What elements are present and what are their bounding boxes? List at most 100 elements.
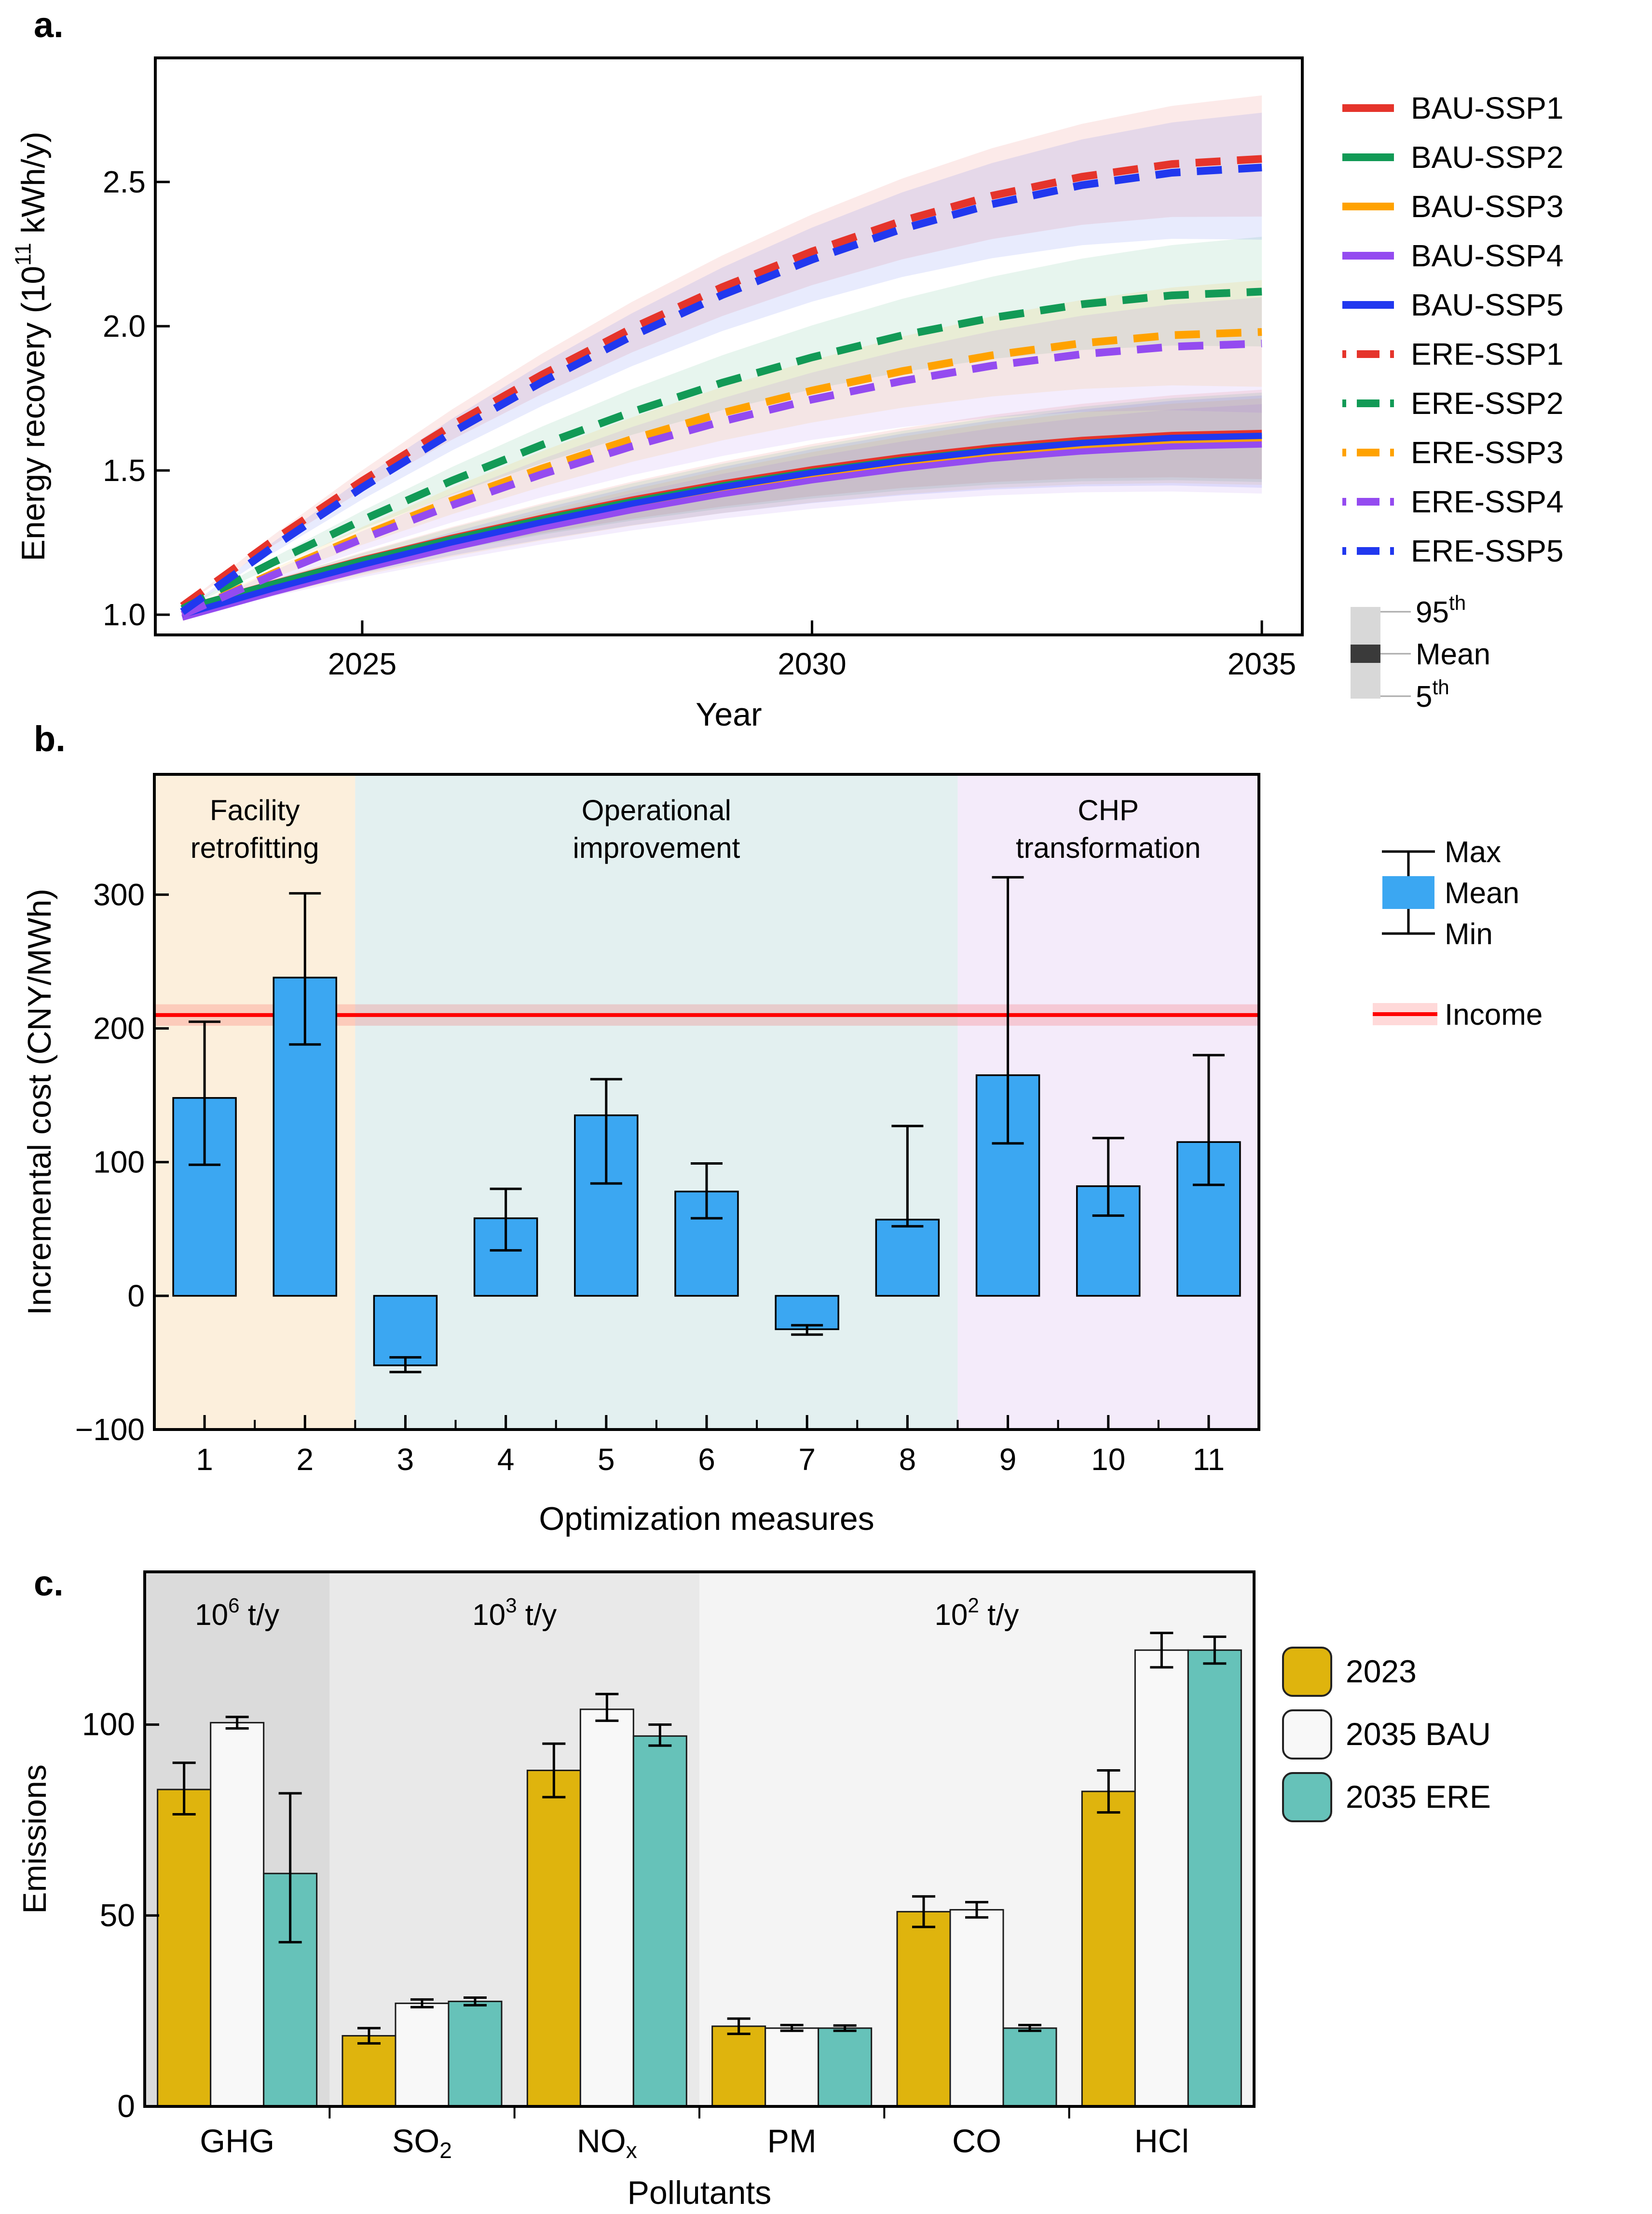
y-tick-label: 100: [82, 1706, 135, 1742]
error-bar: [1097, 1769, 1120, 1814]
bar-2035-ERE: [818, 2027, 873, 2107]
legend-item-BAU-SSP4: BAU-SSP4: [1342, 238, 1564, 273]
y-tick-label: 300: [93, 877, 145, 912]
x-tick-label: 7: [798, 1442, 816, 1477]
bar-2035-ERE: [1002, 2027, 1057, 2107]
legend-item-ERE-SSP3: ERE-SSP3: [1342, 435, 1564, 470]
bar-2023: [1081, 1790, 1136, 2107]
axis-ticks: [155, 180, 1263, 635]
bar-2023: [157, 1788, 212, 2107]
region-bg-1: [355, 774, 958, 1430]
legend-item-BAU-SSP3: BAU-SSP3: [1342, 189, 1564, 224]
legend-item-BAU-SSP5: BAU-SSP5: [1342, 288, 1564, 322]
bar-2035-BAU: [765, 2027, 819, 2107]
legend-label: ERE-SSP4: [1411, 484, 1564, 519]
gauge-mean-box: [1351, 645, 1380, 663]
unit-region-label: 106 t/y: [195, 1594, 279, 1632]
bar-2035-BAU: [579, 1708, 634, 2107]
error-bar-measure-1: [189, 1020, 221, 1166]
gauge-label-95th: 95th: [1416, 591, 1466, 629]
legend-label: BAU-SSP3: [1411, 189, 1564, 224]
gauge-label-mean: Mean: [1416, 638, 1490, 671]
legend-item-ERE-SSP2: ERE-SSP2: [1342, 386, 1564, 421]
y-tick-label: 2.0: [103, 309, 146, 344]
x-tick-label: 2035: [1228, 646, 1296, 681]
region-label: improvement: [573, 832, 740, 864]
panel-c: 106 t/y 103 t/y 102 t/y 0 50 100 GHG SO2 NOx PM CO…: [16, 1570, 1491, 2211]
legend-item-2035-BAU: 2035 BAU: [1282, 1709, 1491, 1760]
x-tick-label: GHG: [200, 2123, 274, 2159]
legend-label: ERE-SSP5: [1411, 534, 1564, 568]
x-tick-label: 11: [1193, 1442, 1225, 1477]
y-axis-label: Energy recovery (1011 kWh/y): [10, 132, 52, 562]
error-bar-measure-4: [490, 1187, 522, 1252]
error-bar-measure-5: [590, 1078, 622, 1185]
y-tick-label: 50: [100, 1897, 135, 1933]
series-line-ERE-SSP5: [180, 164, 1262, 615]
legend-label: BAU-SSP2: [1411, 140, 1564, 175]
error-bar: [1150, 1632, 1174, 1669]
y-tick-label: 1.0: [103, 597, 146, 632]
legend-label: BAU-SSP4: [1411, 238, 1564, 273]
region-label: Facility: [210, 794, 300, 826]
x-axis-label: Optimization measures: [539, 1500, 874, 1537]
legend-item-BAU-SSP2: BAU-SSP2: [1342, 140, 1564, 175]
x-tick-label: 3: [397, 1442, 414, 1477]
x-tick-label: 8: [899, 1442, 916, 1477]
series-band-ERE-SSP1: [182, 95, 1262, 606]
error-bar: [357, 2027, 381, 2045]
bar-2023: [896, 1911, 951, 2107]
axis-ticks: [145, 1723, 1070, 2118]
x-tick-label: NOx: [577, 2123, 637, 2163]
legend-mean-box: [1382, 876, 1434, 909]
legend-label: ERE-SSP2: [1411, 386, 1564, 421]
error-bar: [1203, 1636, 1227, 1665]
error-bar: [912, 1895, 935, 1928]
bar-measure-7: [775, 1295, 839, 1330]
error-bar: [542, 1742, 566, 1799]
legend-label: BAU-SSP1: [1411, 91, 1564, 125]
legend-swatch: [1282, 1709, 1332, 1760]
bar-2023: [526, 1770, 581, 2107]
legend-label: BAU-SSP5: [1411, 288, 1564, 322]
x-tick-label: 2: [296, 1442, 314, 1477]
gauge-label-5th: 5th: [1416, 676, 1449, 714]
bar-2023: [711, 2025, 766, 2107]
region-label: retrofitting: [191, 832, 319, 864]
x-axis-label: Year: [696, 696, 762, 733]
series-line-BAU-SSP5: [181, 432, 1262, 618]
series-band-ERE-SSP2: [182, 236, 1262, 609]
bar-measure-8: [875, 1219, 940, 1297]
x-tick-label: 4: [497, 1442, 515, 1477]
error-bar-measure-7: [791, 1324, 823, 1336]
legend-label: 2035 ERE: [1346, 1779, 1491, 1815]
legend-item-2035-ERE: 2035 ERE: [1282, 1772, 1491, 1822]
y-tick-label: 1.5: [103, 453, 146, 488]
legend-swatch: [1282, 1772, 1332, 1822]
axis-ticks: [154, 893, 1210, 1431]
series-2035-ERE: [263, 1636, 1242, 2107]
region-label: CHP: [1078, 794, 1139, 826]
panel-b: Facility retrofitting Operational improveme…: [21, 773, 1543, 1537]
legend-label: 2035 BAU: [1346, 1716, 1491, 1752]
region-label: Operational: [582, 794, 731, 826]
bar-measure-10: [1076, 1185, 1141, 1297]
error-bar: [780, 2023, 804, 2032]
region-label: transformation: [1016, 832, 1201, 864]
panel-a-letter: a.: [34, 5, 64, 45]
x-tick-label: 2025: [328, 646, 396, 681]
error-bar: [595, 1692, 619, 1722]
legend-swatch: [1282, 1647, 1332, 1697]
x-tick-label: 6: [698, 1442, 715, 1477]
x-tick-label: 2030: [778, 646, 846, 681]
y-tick-label: 0: [117, 2088, 135, 2124]
x-tick-label: HCl: [1134, 2123, 1189, 2159]
error-bar-measure-9: [992, 876, 1024, 1145]
legend-panel-a: BAU-SSP1 BAU-SSP2 BAU-SSP3 BAU-SSP4 BAU-SSP5…: [1342, 91, 1564, 714]
series-line-BAU-SSP4: [181, 441, 1262, 621]
error-bar: [833, 2024, 857, 2032]
legend-label: 2023: [1346, 1653, 1417, 1689]
unit-region-label: 102 t/y: [934, 1594, 1019, 1632]
